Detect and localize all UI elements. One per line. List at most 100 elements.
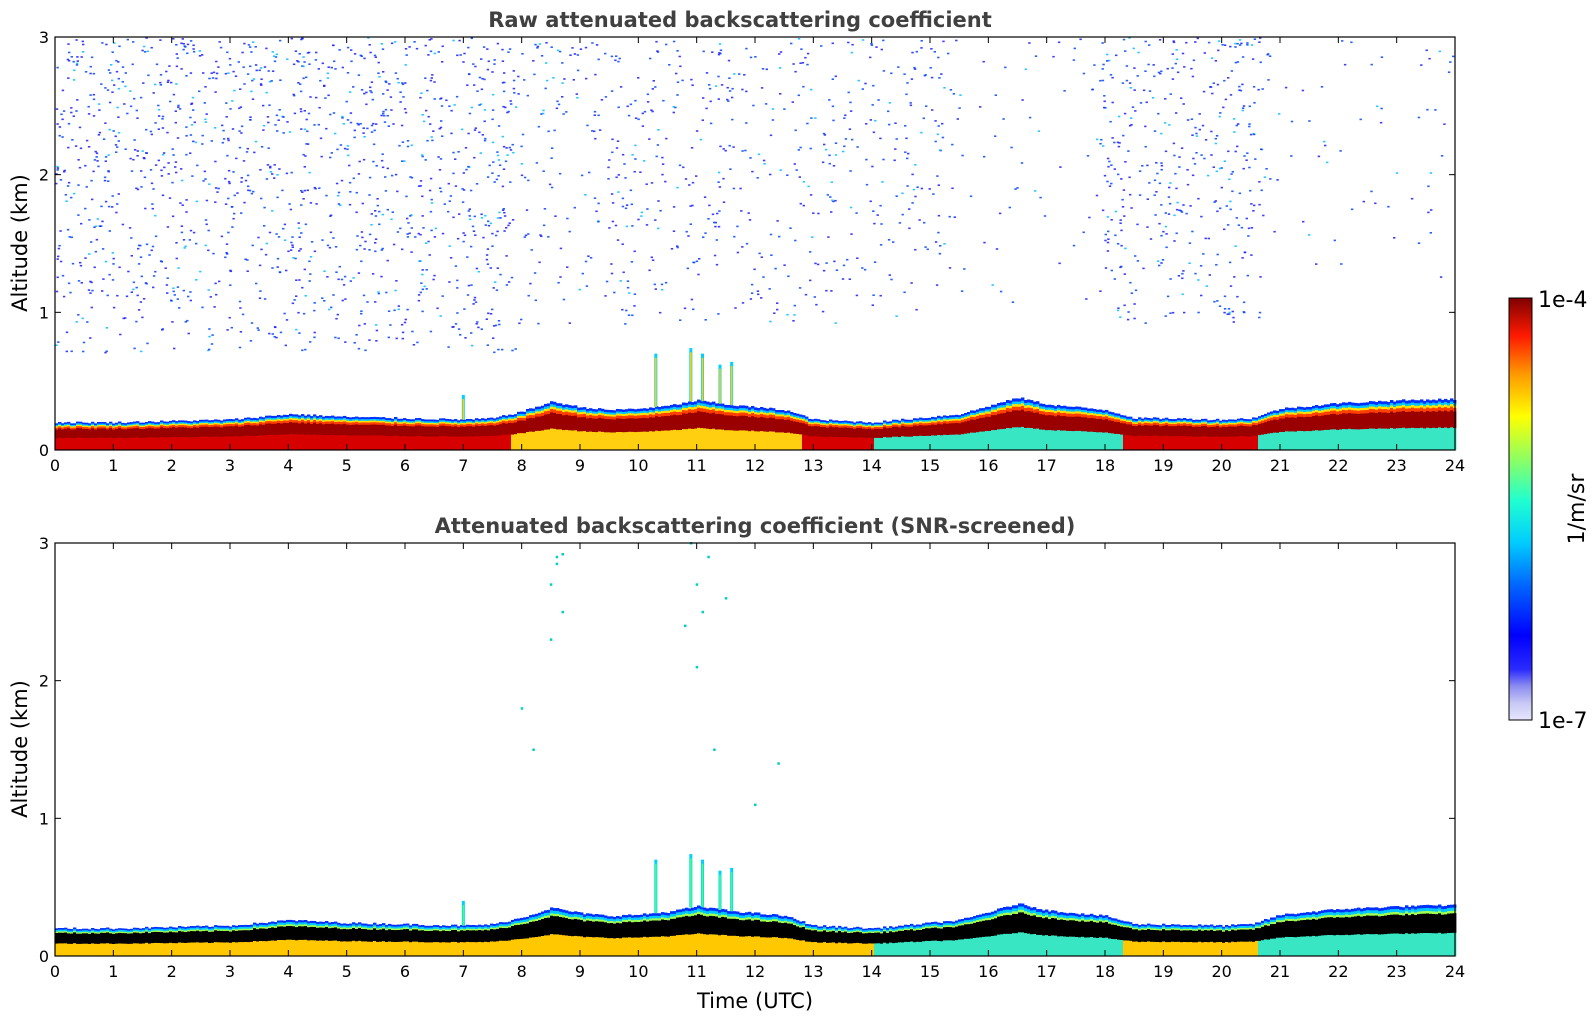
- noise-pixel: [562, 298, 566, 301]
- noise-pixel: [1134, 110, 1137, 112]
- layer-cell: [1012, 410, 1016, 428]
- layer-cell: [643, 410, 647, 414]
- noise-pixel: [1249, 133, 1253, 136]
- layer-cell: [100, 426, 104, 429]
- noise-pixel: [438, 127, 441, 130]
- layer-cell: [694, 412, 698, 429]
- layer-cell: [1087, 415, 1091, 419]
- noise-pixel: [983, 241, 986, 244]
- layer-cell: [751, 410, 755, 414]
- noise-pixel: [1172, 40, 1175, 42]
- noise-pixel: [1434, 109, 1437, 111]
- layer-cell: [1099, 432, 1103, 451]
- layer-cell: [1075, 406, 1079, 410]
- layer-cell: [541, 415, 545, 431]
- noise-pixel: [299, 90, 303, 93]
- noise-pixel: [1106, 216, 1109, 218]
- noise-pixel: [343, 275, 347, 278]
- layer-cell: [427, 419, 431, 422]
- layer-cell: [817, 424, 821, 427]
- noise-pixel: [381, 48, 385, 50]
- noise-pixel: [298, 236, 301, 238]
- layer-cell: [310, 423, 314, 436]
- noise-pixel: [299, 108, 303, 110]
- noise-pixel: [888, 123, 891, 126]
- noise-pixel: [463, 308, 466, 310]
- layer-cell: [193, 437, 197, 451]
- layer-cell: [73, 427, 77, 430]
- layer-cell: [904, 419, 908, 422]
- noise-pixel: [478, 76, 482, 79]
- noise-pixel: [507, 51, 510, 53]
- layer-cell: [466, 420, 470, 423]
- noise-pixel: [1238, 85, 1241, 88]
- noise-pixel: [400, 124, 404, 127]
- noise-pixel: [1144, 125, 1147, 128]
- noise-pixel: [705, 72, 709, 74]
- layer-cell: [619, 432, 623, 451]
- noise-pixel: [143, 176, 147, 179]
- noise-pixel: [1246, 274, 1249, 277]
- layer-cell: [1099, 414, 1103, 417]
- noise-pixel: [216, 191, 219, 193]
- noise-pixel: [507, 224, 510, 227]
- noise-pixel: [359, 122, 362, 125]
- layer-cell: [1093, 411, 1097, 414]
- noise-pixel: [139, 244, 142, 247]
- layer-cell: [1177, 425, 1181, 437]
- noise-pixel: [1175, 232, 1178, 235]
- noise-pixel: [374, 242, 377, 244]
- layer-cell: [235, 421, 239, 424]
- layer-cell: [919, 425, 923, 437]
- noise-pixel: [1218, 167, 1222, 170]
- layer-cell: [346, 420, 350, 423]
- noise-pixel: [815, 303, 818, 306]
- noise-pixel: [779, 93, 782, 95]
- noise-pixel: [148, 254, 151, 256]
- layer-cell: [1057, 407, 1061, 411]
- noise-pixel: [124, 148, 127, 150]
- noise-pixel: [459, 334, 462, 336]
- layer-cell: [187, 427, 191, 438]
- layer-cell: [154, 422, 158, 425]
- layer-cell: [625, 411, 629, 415]
- layer-cell: [370, 424, 374, 436]
- noise-pixel: [545, 42, 548, 44]
- layer-cell: [733, 412, 737, 417]
- noise-pixel: [502, 168, 506, 170]
- noise-pixel: [1126, 318, 1130, 321]
- noise-pixel: [881, 181, 884, 183]
- noise-pixel: [332, 237, 335, 239]
- layer-cell: [157, 423, 161, 426]
- layer-cell: [1243, 426, 1247, 437]
- noise-pixel: [1216, 83, 1220, 86]
- layer-cell: [1222, 436, 1226, 451]
- layer-cell: [127, 437, 131, 451]
- layer-cell: [466, 423, 470, 427]
- noise-pixel: [751, 170, 754, 173]
- noise-pixel: [982, 60, 985, 63]
- noise-pixel: [262, 129, 265, 131]
- noise-pixel: [238, 346, 242, 349]
- noise-pixel: [1108, 59, 1111, 62]
- layer-cell: [1108, 415, 1112, 419]
- noise-pixel: [505, 227, 508, 229]
- layer-cell: [562, 404, 566, 408]
- noise-pixel: [423, 285, 426, 288]
- noise-pixel: [776, 308, 779, 311]
- noise-pixel: [157, 128, 160, 130]
- layer-cell: [274, 417, 278, 420]
- layer-cell: [547, 403, 551, 407]
- noise-pixel: [814, 262, 817, 265]
- noise-pixel: [439, 158, 443, 160]
- layer-cell: [79, 437, 83, 451]
- layer-cell: [1030, 405, 1034, 409]
- layer-cell: [421, 436, 425, 451]
- noise-pixel: [229, 108, 232, 110]
- layer-cell: [355, 435, 359, 451]
- layer-cell: [1081, 431, 1085, 451]
- noise-pixel: [955, 39, 958, 42]
- noise-pixel: [487, 224, 491, 227]
- noise-pixel: [676, 186, 679, 189]
- layer-cell: [622, 432, 626, 451]
